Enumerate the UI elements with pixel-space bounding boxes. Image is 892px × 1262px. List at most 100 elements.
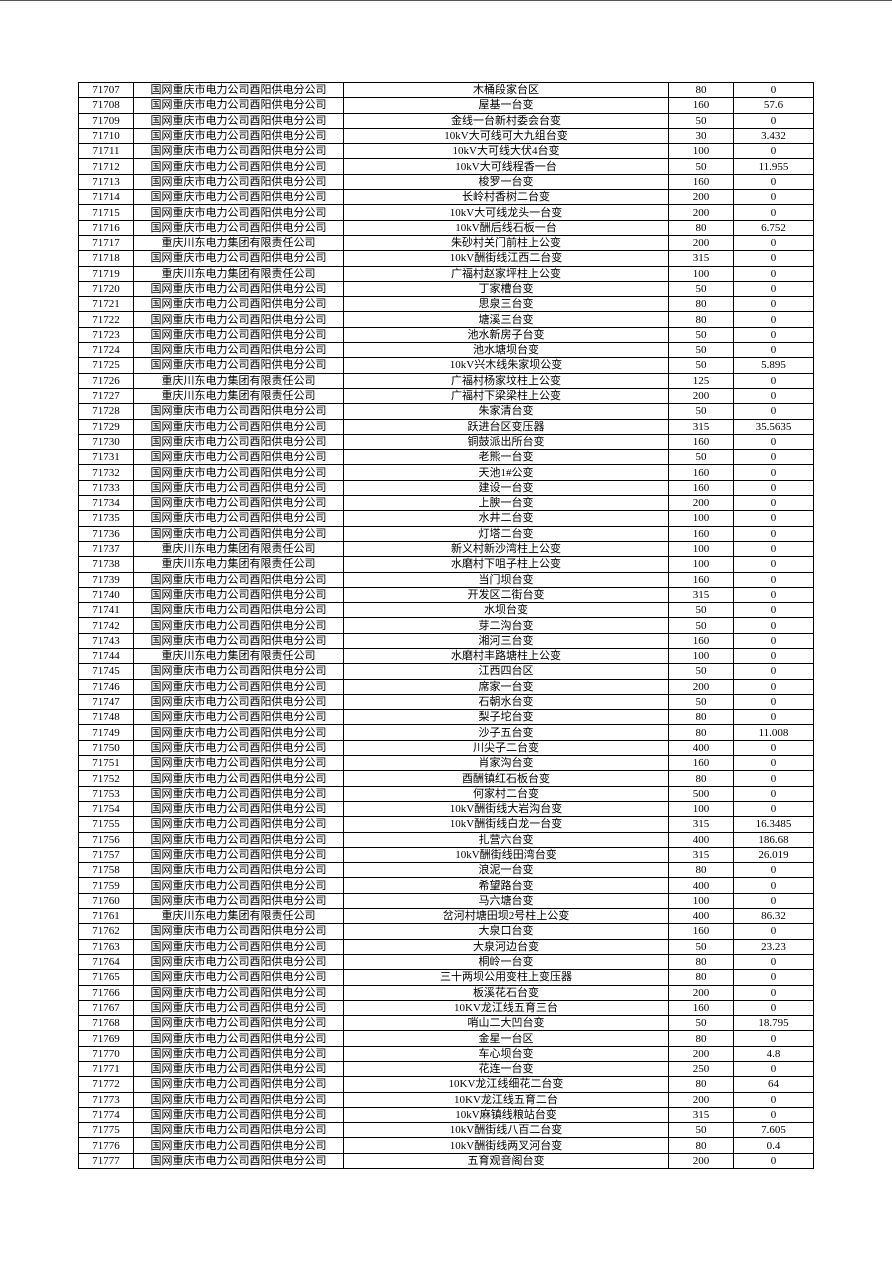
capacity-cell: 200 [668,387,734,405]
value-cell: 0 [733,602,814,619]
table-row: 71731 国网重庆市电力公司酉阳供电分公司 老熊一台变 50 0 [78,449,814,466]
capacity-cell: 160 [668,999,734,1017]
capacity-cell: 200 [668,495,734,512]
table-row: 71769 国网重庆市电力公司酉阳供电分公司 金星一台区 80 0 [78,1030,814,1047]
company-name-cell: 国网重庆市电力公司酉阳供电分公司 [133,800,344,818]
row-id-cell: 71763 [78,938,134,955]
table-row: 71770 国网重庆市电力公司酉阳供电分公司 车心坝台变 200 4.8 [78,1045,814,1063]
station-name-cell: 三十两坝公用变柱上变压器 [343,969,669,986]
table-row: 71761 重庆川东电力集团有限责任公司 岔河村塘田坝2号柱上公变 400 86.32 [78,908,814,925]
value-cell: 0 [733,112,814,129]
company-name-cell: 国网重庆市电力公司酉阳供电分公司 [133,143,344,160]
station-name-cell: 板溪花石台变 [343,984,669,1001]
station-name-cell: 朱家清台变 [343,403,669,420]
table-row: 71707 国网重庆市电力公司酉阳供电分公司 木桶段家台区 80 0 [78,81,814,99]
row-id-cell: 71725 [78,357,134,374]
company-name-cell: 国网重庆市电力公司酉阳供电分公司 [133,1152,344,1170]
station-name-cell: 10KV龙江线细花二台变 [343,1076,669,1093]
company-name-cell: 国网重庆市电力公司酉阳供电分公司 [133,112,344,129]
capacity-cell: 100 [668,800,734,818]
company-name-cell: 国网重庆市电力公司酉阳供电分公司 [133,1045,344,1063]
company-name-cell: 国网重庆市电力公司酉阳供电分公司 [133,846,344,864]
row-id-cell: 71714 [78,189,134,206]
table-row: 71748 国网重庆市电力公司酉阳供电分公司 梨子坨台变 80 0 [78,709,814,726]
capacity-cell: 100 [668,265,734,282]
station-name-cell: 10kV酬街线两叉河台变 [343,1137,669,1154]
page-top-border [0,0,892,1]
row-id-cell: 71749 [78,724,134,741]
value-cell: 0 [733,1152,814,1170]
company-name-cell: 国网重庆市电力公司酉阳供电分公司 [133,1137,344,1154]
row-id-cell: 71718 [78,250,134,267]
station-name-cell: 扎营六台变 [343,831,669,848]
company-name-cell: 国网重庆市电力公司酉阳供电分公司 [133,342,344,359]
station-name-cell: 金星一台区 [343,1030,669,1047]
station-name-cell: 大泉口台变 [343,923,669,940]
capacity-cell: 200 [668,204,734,221]
station-name-cell: 10kV大可线可大九组台变 [343,127,669,145]
table-row: 71708 国网重庆市电力公司酉阳供电分公司 屋基一台变 160 57.6 [78,97,814,114]
value-cell: 0 [733,510,814,527]
station-name-cell: 桐岭一台变 [343,953,669,971]
company-name-cell: 国网重庆市电力公司酉阳供电分公司 [133,464,344,481]
table-row: 71754 国网重庆市电力公司酉阳供电分公司 10kV酬街线大岩沟台变 100 0 [78,800,814,818]
table-row: 71771 国网重庆市电力公司酉阳供电分公司 花连一台变 250 0 [78,1060,814,1078]
row-id-cell: 71724 [78,342,134,359]
row-id-cell: 71773 [78,1091,134,1108]
capacity-cell: 50 [668,326,734,344]
value-cell: 35.5635 [733,418,814,435]
value-cell: 0 [733,755,814,772]
table-row: 71742 国网重庆市电力公司酉阳供电分公司 芽二沟台变 50 0 [78,617,814,634]
table-row: 71711 国网重庆市电力公司酉阳供电分公司 10kV大可线大伏4台变 100 0 [78,143,814,160]
value-cell: 0 [733,372,814,389]
table-row: 71750 国网重庆市电力公司酉阳供电分公司 川尖子二台变 400 0 [78,739,814,757]
capacity-cell: 200 [668,1091,734,1108]
station-name-cell: 10kV酬后线石板一台 [343,219,669,236]
value-cell: 0 [733,495,814,512]
row-id-cell: 71758 [78,862,134,879]
value-cell: 0 [733,296,814,313]
capacity-cell: 160 [668,173,734,191]
row-id-cell: 71756 [78,831,134,848]
station-name-cell: 塘溪三台变 [343,311,669,328]
capacity-cell: 100 [668,647,734,665]
capacity-cell: 160 [668,97,734,114]
row-id-cell: 71755 [78,816,134,833]
table-row: 71740 国网重庆市电力公司酉阳供电分公司 开发区二街台变 315 0 [78,586,814,604]
capacity-cell: 200 [668,1045,734,1063]
value-cell: 11.955 [733,158,814,175]
capacity-cell: 50 [668,158,734,175]
station-name-cell: 10kV酬街线大岩沟台变 [343,800,669,818]
company-name-cell: 国网重庆市电力公司酉阳供电分公司 [133,1076,344,1093]
company-name-cell: 国网重庆市电力公司酉阳供电分公司 [133,510,344,527]
company-name-cell: 国网重庆市电力公司酉阳供电分公司 [133,862,344,879]
row-id-cell: 71752 [78,770,134,787]
table-row: 71719 重庆川东电力集团有限责任公司 广福村赵家坪柱上公变 100 0 [78,265,814,282]
station-name-cell: 石朝水台变 [343,693,669,711]
company-name-cell: 国网重庆市电力公司酉阳供电分公司 [133,189,344,206]
company-name-cell: 国网重庆市电力公司酉阳供电分公司 [133,755,344,772]
capacity-cell: 400 [668,877,734,894]
company-name-cell: 国网重庆市电力公司酉阳供电分公司 [133,403,344,420]
table-row: 71709 国网重庆市电力公司酉阳供电分公司 金线一台新村委会台变 50 0 [78,112,814,129]
value-cell: 0 [733,877,814,894]
station-name-cell: 新义村新沙湾柱上公变 [343,540,669,558]
row-id-cell: 71754 [78,800,134,818]
value-cell: 0 [733,953,814,971]
station-name-cell: 10kV兴木线朱家坝公变 [343,357,669,374]
table-row: 71732 国网重庆市电力公司酉阳供电分公司 天池1#公变 160 0 [78,464,814,481]
capacity-cell: 50 [668,449,734,466]
company-name-cell: 国网重庆市电力公司酉阳供电分公司 [133,923,344,940]
value-cell: 0 [733,204,814,221]
table-row: 71733 国网重庆市电力公司酉阳供电分公司 建设一台变 160 0 [78,479,814,497]
company-name-cell: 国网重庆市电力公司酉阳供电分公司 [133,418,344,435]
capacity-cell: 80 [668,862,734,879]
station-name-cell: 希望路台变 [343,877,669,894]
table-row: 71726 重庆川东电力集团有限责任公司 广福村杨家坟柱上公变 125 0 [78,372,814,389]
station-name-cell: 10kV大可线程香一台 [343,158,669,175]
station-name-cell: 梨子坨台变 [343,709,669,726]
company-name-cell: 国网重庆市电力公司酉阳供电分公司 [133,357,344,374]
company-name-cell: 国网重庆市电力公司酉阳供电分公司 [133,1060,344,1078]
value-cell: 18.795 [733,1015,814,1032]
table-row: 71729 国网重庆市电力公司酉阳供电分公司 跃进台区变压器 315 35.5635 [78,418,814,435]
